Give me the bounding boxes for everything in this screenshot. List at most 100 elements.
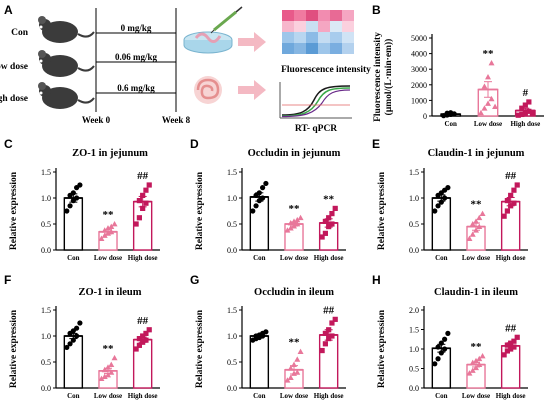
data-point [469,367,476,373]
y-axis-label: Relative expression [195,171,205,250]
y-tick-label: 0.0 [409,246,419,255]
bar [249,196,270,251]
data-point [329,211,335,217]
data-point [291,223,297,229]
x-tick-label: High dose [496,254,526,262]
y-tick-label: 0.0 [227,246,237,255]
heatmap-cell [294,21,306,32]
heatmap-thumbnail [282,10,354,54]
heatmap-cell [318,32,330,43]
data-point [469,359,476,366]
chart-panel-e: E Claudin-1 in jejunum Relative expression… [372,137,528,262]
dose-label-high: 0.6 mg/kg [117,83,155,93]
y-tick-label: 4000 [411,50,427,59]
data-point [326,224,332,230]
y-tick-label: 5000 [411,34,427,43]
data-point [442,195,448,201]
x-tick-label: High dose [128,254,158,262]
data-point [479,210,486,216]
y-axis-label: Relative expression [377,171,387,250]
y-axis-label: Relative expression [377,309,387,388]
x-tick-label: Low dose [280,254,308,262]
data-point [263,329,269,335]
y-axis-label: (μmol/(L·min·em)) [383,39,394,116]
chart-title: Claudin-1 in ileum [434,287,518,298]
data-point [294,221,301,227]
data-point [473,364,479,371]
data-point [508,203,514,209]
chart-panel-b: B Fluorescence intensity (μmol/(L·min·em))… [372,3,544,128]
y-tick-label: 1.0 [41,332,51,341]
y-tick-label: 1.0 [409,345,419,354]
data-point [526,99,532,105]
bar [63,197,84,251]
chart-title: Occludin in ileum [254,287,334,298]
y-tick-label: 3000 [411,65,427,74]
data-point [511,344,517,350]
heatmap-cell [330,32,342,43]
y-tick-label: 1.5 [41,306,51,315]
significance-label: ** [471,341,483,353]
panel-label-d: D [190,137,199,151]
data-point [70,190,76,196]
chart-panel-h: H Claudin-1 in ileum Relative expression 0.… [372,273,528,400]
data-point [319,347,325,354]
data-point [466,235,473,241]
data-point [504,342,510,348]
chart-panel-f: F ZO-1 in ileum Relative expression 0.0 0.5 1… [4,273,160,400]
group-label-con: Con [11,28,29,38]
data-point [67,341,73,347]
panel-label-c: C [4,137,13,151]
x-tick-label: Low dose [474,120,502,128]
heatmap-cell [306,21,318,32]
significance-label: ** [289,203,301,215]
data-point [485,74,491,80]
data-point [143,337,149,343]
panel-label-a: A [4,3,13,17]
dose-label-con: 0 mg/kg [121,23,152,33]
data-point [105,225,111,231]
data-point [329,221,335,227]
data-point [67,203,73,209]
y-tick-label: 1.5 [409,168,419,177]
arrow-icon [238,32,266,52]
data-point [438,340,444,346]
data-point [479,353,486,359]
data-point [74,333,80,339]
data-point [133,346,139,352]
data-point [70,337,76,343]
data-point [445,330,451,336]
data-point [485,100,491,106]
data-point [511,338,517,344]
heatmap-cell [306,10,318,21]
y-tick-label: 0.0 [41,384,51,393]
data-point [326,336,332,342]
data-point [476,355,483,362]
heatmap-cell [306,43,318,54]
x-tick-label: Low dose [94,392,122,400]
x-tick-label: High dose [314,254,344,262]
panel-a-schematic: A Con Low dose High dose [0,3,371,134]
chart-title: Occludin in jejunum [248,148,341,159]
y-tick-label: 0.5 [409,365,419,374]
x-tick-label: Low dose [462,392,490,400]
data-point [476,223,483,229]
y-tick-label: 1.5 [409,326,419,335]
data-point [322,230,328,236]
data-point [108,369,115,375]
data-point [515,112,521,118]
bar [431,197,452,251]
data-point [529,111,535,117]
data-point [466,370,473,376]
data-point [260,185,266,191]
data-point [501,213,507,219]
data-point [287,365,294,371]
data-point [322,341,328,347]
data-point [108,228,115,235]
data-point [74,325,80,331]
data-point [508,340,514,346]
data-point [473,227,479,233]
data-point [519,111,525,118]
data-point [481,105,488,111]
